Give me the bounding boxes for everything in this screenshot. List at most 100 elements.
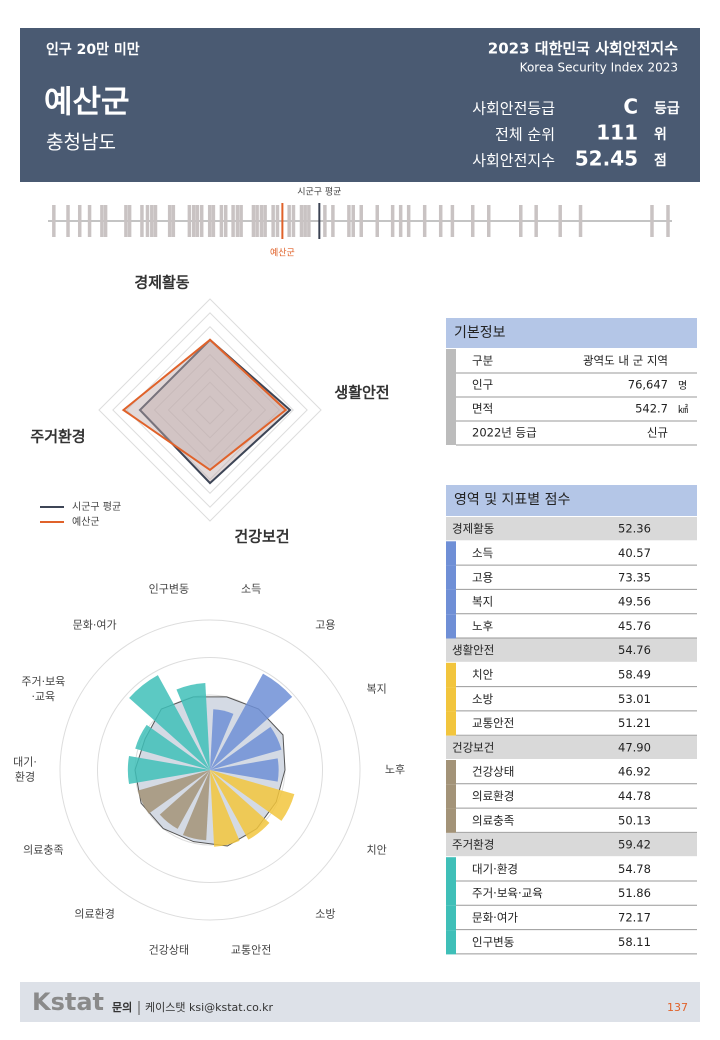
radar-ring xyxy=(153,353,267,467)
item-score: 53.01 xyxy=(618,692,651,706)
item-name: 치안 xyxy=(472,667,494,681)
domain-row xyxy=(446,517,697,541)
item-marker xyxy=(446,614,456,639)
domain-score: 54.76 xyxy=(618,643,651,657)
radar-ring xyxy=(126,326,294,494)
subtitle: Korea Security Index 2023 xyxy=(520,61,678,75)
title: 2023 대한민국 사회안전지수 xyxy=(488,40,678,58)
item-score: 73.35 xyxy=(618,570,651,584)
item-score: 51.21 xyxy=(618,716,651,730)
polar-label: 교통안전 xyxy=(231,943,271,956)
polar-label: 대기· xyxy=(13,756,37,769)
polar-label: 복지 xyxy=(367,683,387,696)
radar-axis-label: 생활안전 xyxy=(334,384,389,402)
stat-label: 사회안전등급 xyxy=(472,100,555,118)
item-name: 인구변동 xyxy=(472,935,514,949)
radar-ring xyxy=(195,395,225,425)
radar-axis-label: 주거환경 xyxy=(30,428,85,446)
logo: Kstat xyxy=(32,988,104,1016)
item-marker xyxy=(446,589,456,615)
item-marker xyxy=(446,711,456,736)
info-label: 구분 xyxy=(472,354,493,368)
table-header xyxy=(446,485,697,516)
polar-ring xyxy=(97,657,323,883)
info-unit: 명 xyxy=(678,380,687,392)
radar-ring xyxy=(98,298,322,522)
polar-bar xyxy=(182,770,210,841)
strip-average-label: 시군구 평균 xyxy=(297,187,341,198)
item-name: 소방 xyxy=(472,692,494,706)
item-marker xyxy=(446,808,456,833)
domain-score: 52.36 xyxy=(618,522,651,536)
item-name: 대기·환경 xyxy=(472,862,518,876)
item-marker xyxy=(446,881,456,906)
polar-bar xyxy=(210,770,270,840)
polar-bar xyxy=(135,724,210,770)
stat-value: C xyxy=(623,95,638,119)
item-marker xyxy=(446,905,456,931)
radar-ring xyxy=(167,367,253,453)
table-header xyxy=(446,318,697,348)
header-box xyxy=(20,28,700,182)
polar-bar xyxy=(210,673,293,770)
polar-label: 노후 xyxy=(385,763,405,776)
domain-score: 59.42 xyxy=(618,838,651,852)
region-name: 예산군 xyxy=(44,85,130,121)
radar-axis-label: 건강보건 xyxy=(234,528,289,546)
polar-bar xyxy=(127,756,210,784)
stat-label: 사회안전지수 xyxy=(472,152,555,170)
table-title: 영역 및 지표별 점수 xyxy=(454,492,571,508)
item-name: 고용 xyxy=(472,570,493,584)
polar-label: 문화·여가 xyxy=(73,618,117,631)
polar-label: ·교육 xyxy=(31,690,55,703)
domain-name: 경제활동 xyxy=(452,522,494,536)
polar-label: 환경 xyxy=(15,771,35,784)
item-name: 교통안전 xyxy=(472,716,514,730)
item-name: 복지 xyxy=(472,595,493,609)
stat-unit: 위 xyxy=(654,127,667,143)
strip-self-label: 예산군 xyxy=(270,248,295,259)
polar-bar xyxy=(210,770,295,821)
legend-label: 시군구 평균 xyxy=(72,501,121,513)
contact: 케이스탯 ksi@kstat.co.kr xyxy=(145,1001,274,1014)
item-score: 49.56 xyxy=(618,595,651,609)
polar-label: 소득 xyxy=(241,583,261,596)
info-value: 광역도 내 군 지역 xyxy=(583,354,668,368)
polar-label: 의료충족 xyxy=(23,843,63,856)
info-label: 2022년 등급 xyxy=(472,426,537,440)
legend-label: 예산군 xyxy=(72,516,100,528)
stat-unit: 점 xyxy=(654,152,667,169)
table-title: 기본정보 xyxy=(454,325,506,341)
radar-axis-label: 경제활동 xyxy=(134,274,189,292)
item-score: 44.78 xyxy=(618,789,651,803)
province: 충청남도 xyxy=(46,132,116,154)
item-marker xyxy=(446,784,456,809)
item-marker xyxy=(446,930,456,955)
polar-label: 인구변동 xyxy=(149,583,189,596)
polar-bar xyxy=(176,682,210,770)
domain-row xyxy=(446,638,697,662)
polar-bar xyxy=(137,770,210,814)
info-label: 면적 xyxy=(472,402,493,416)
item-marker xyxy=(446,687,456,712)
item-marker xyxy=(446,541,456,566)
contact-label: 문의 xyxy=(112,1000,132,1014)
item-name: 의료환경 xyxy=(472,789,514,803)
stat-unit: 등급 xyxy=(654,101,680,117)
item-name: 노후 xyxy=(472,619,493,633)
polar-label: 고용 xyxy=(315,618,335,631)
domain-name: 주거환경 xyxy=(452,838,494,852)
polar-label: 소방 xyxy=(315,908,335,921)
item-marker xyxy=(446,565,456,590)
stat-label: 전체 순위 xyxy=(495,126,555,144)
radar-series xyxy=(121,338,288,472)
item-name: 의료충족 xyxy=(472,813,514,827)
item-marker xyxy=(446,760,456,785)
info-value: 76,647 xyxy=(628,378,668,392)
row-marker xyxy=(446,421,456,445)
group: 인구 20만 미만 xyxy=(46,41,140,58)
item-score: 50.13 xyxy=(618,813,651,827)
item-score: 40.57 xyxy=(618,546,651,560)
